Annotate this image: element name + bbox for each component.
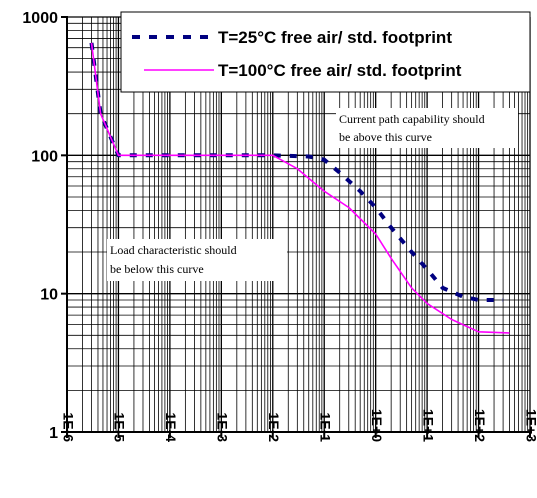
x-tick-label: 1E-3 bbox=[215, 412, 231, 442]
legend-label-25c: T=25°C free air/ std. footprint bbox=[218, 28, 452, 47]
annotation-load: Load characteristic should be below this… bbox=[107, 239, 287, 281]
y-tick-labels: 1 10 100 1000 bbox=[22, 10, 58, 442]
annotation-load-line-1: Load characteristic should bbox=[110, 243, 237, 257]
x-tick-label: 1E-5 bbox=[112, 412, 128, 442]
annotation-current-path: Current path capability should be above … bbox=[336, 108, 518, 148]
x-tick-label: 1E+0 bbox=[369, 409, 385, 442]
y-tick-label: 100 bbox=[31, 148, 58, 165]
x-tick-label: 1E+1 bbox=[420, 409, 436, 442]
annotation-current-path-line-2: be above this curve bbox=[339, 130, 432, 144]
series-25c-line bbox=[89, 42, 504, 302]
annotation-current-path-line-1: Current path capability should bbox=[339, 112, 485, 126]
x-tick-label: 1E+3 bbox=[523, 409, 537, 442]
annotation-load-line-2: be below this curve bbox=[110, 262, 204, 276]
series-100c-line bbox=[90, 42, 510, 334]
x-tick-label: 1E-4 bbox=[163, 412, 179, 442]
y-tick-label: 10 bbox=[40, 287, 58, 304]
x-tick-labels: 1E-6 1E-5 1E-4 1E-3 1E-2 1E-1 1E+0 1E+1 1E+2 1E+3 bbox=[60, 409, 537, 442]
x-tick-label: 1E-2 bbox=[266, 412, 282, 442]
legend: T=25°C free air/ std. footprint T=100°C … bbox=[120, 11, 531, 93]
x-tick-label: 1E-1 bbox=[318, 412, 334, 442]
x-tick-label: 1E-6 bbox=[60, 412, 76, 442]
legend-box bbox=[120, 11, 531, 93]
axes bbox=[61, 16, 531, 438]
x-tick-label: 1E+2 bbox=[472, 409, 488, 442]
annotation-load-box bbox=[107, 239, 287, 281]
y-tick-label: 1 bbox=[49, 425, 58, 442]
series-layer bbox=[89, 42, 510, 334]
y-tick-label: 1000 bbox=[22, 10, 58, 27]
legend-label-100c: T=100°C free air/ std. footprint bbox=[218, 61, 462, 80]
annotation-current-path-box bbox=[336, 108, 518, 148]
